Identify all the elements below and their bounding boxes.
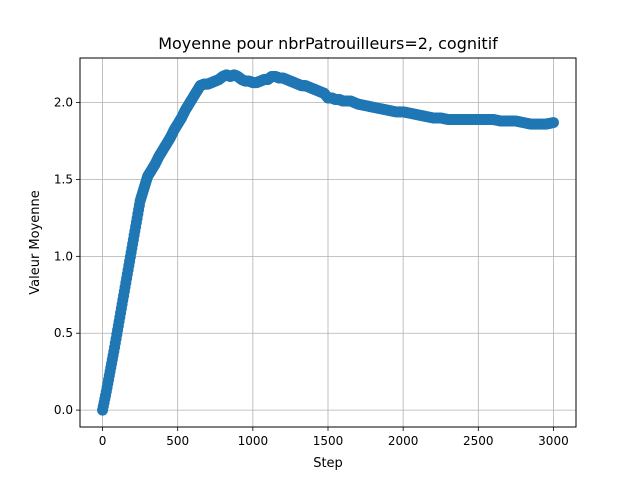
x-axis-label: Step [313,456,343,471]
y-tick-label: 2.0 [54,96,73,110]
y-tick-label: 1.5 [54,172,73,186]
x-tick-label: 2500 [463,434,494,448]
y-tick-label: 0.5 [54,326,73,340]
x-tick-label: 1000 [238,434,269,448]
axis-ticks: 0 500 1000 1500 2000 2500 3000 0.0 0.5 1.0 1.5 2.0 [54,96,569,448]
x-tick-label: 0 [99,434,107,448]
y-axis-label: Valeur Moyenne [28,190,43,295]
x-tick-label: 3000 [538,434,569,448]
y-tick-label: 1.0 [54,249,73,263]
data-point [547,117,559,129]
chart-title: Moyenne pour nbrPatrouilleurs=2, cogniti… [158,34,498,53]
x-tick-label: 1500 [313,434,344,448]
x-tick-label: 2000 [388,434,419,448]
y-tick-label: 0.0 [54,403,73,417]
data-points [97,69,559,416]
x-tick-label: 500 [166,434,189,448]
